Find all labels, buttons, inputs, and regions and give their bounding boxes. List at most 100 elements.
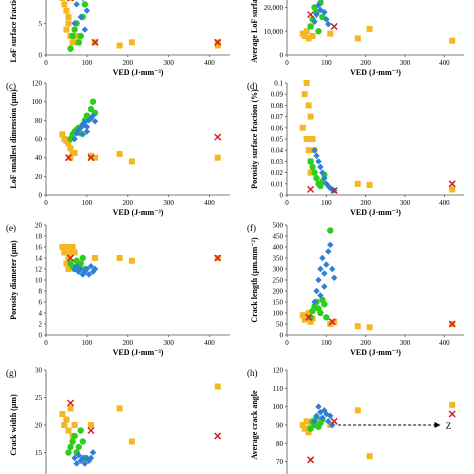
- panel-g-ytick-label: 30: [35, 367, 43, 375]
- panel-b-xtick-label: 100: [321, 59, 332, 67]
- panel-c-point-green: [83, 112, 91, 119]
- panel-d-point-orange: [449, 186, 456, 193]
- panel-b-point-orange: [305, 35, 312, 42]
- panel-e-xtick-label: 300: [163, 339, 174, 347]
- panel-f-point-orange: [366, 324, 373, 331]
- panel-d-ytick-label: 0.03: [271, 158, 284, 166]
- panel-b-point-blue: [325, 20, 332, 28]
- panel-b-xtick-label: 300: [400, 59, 411, 67]
- panel-b-point-green: [315, 28, 322, 35]
- panel-f-point-blue: [315, 276, 322, 284]
- panel-a-point-blue: [71, 20, 78, 27]
- panel-d-xtick-label: 300: [400, 199, 411, 207]
- panel-e-ytick-label: 10: [35, 277, 43, 285]
- panel-f-point-blue: [323, 261, 330, 268]
- panel-g-label: (g): [6, 368, 17, 378]
- panel-f-ytick-label: 500: [273, 222, 284, 230]
- panel-d-point-orange: [307, 169, 314, 176]
- panel-g-ytick-label: 15: [35, 449, 43, 457]
- panel-c-ytick-label: 80: [35, 117, 43, 125]
- panel-f-point-orange: [299, 312, 306, 319]
- panel-d-point-blue: [311, 147, 318, 154]
- panel-d-ytick-label: 0.01: [271, 180, 284, 188]
- panel-a-point-orange: [63, 7, 70, 14]
- panel-c-point-blue: [79, 131, 86, 138]
- panel-c-point-green: [89, 98, 97, 105]
- panel-g-point-green: [65, 449, 72, 456]
- panel-g-point-green: [79, 438, 87, 445]
- panel-e-point-orange: [65, 255, 72, 261]
- panel-e-xtick-label: 0: [44, 339, 48, 347]
- panel-f-point-blue: [313, 287, 320, 295]
- panel-c-point-red: [87, 154, 95, 162]
- panel-d-point-orange: [309, 136, 316, 142]
- panel-f-ylabel: Crack length (µm.mm⁻²): [250, 237, 259, 323]
- panel-e-ytick-label: 18: [35, 233, 43, 241]
- panel-h-point-orange: [299, 422, 306, 428]
- panel-c-xtick-label: 300: [163, 199, 174, 207]
- panel-e-point-orange: [71, 249, 78, 256]
- panel-f-point-red: [305, 313, 313, 321]
- panel-h-point-blue: [315, 403, 322, 410]
- panel-c-ylabel: LoF smallest dimension (µm): [9, 89, 18, 189]
- panel-d-point-blue: [317, 163, 324, 171]
- panel-c-point-orange: [116, 150, 123, 157]
- panel-b-point-red: [330, 22, 338, 31]
- panel-c-point-blue: [89, 112, 97, 119]
- panel-f-ytick-label: 400: [273, 244, 284, 252]
- panel-b-point-blue: [313, 11, 320, 18]
- panel-d-point-orange: [299, 124, 306, 131]
- panel-f-point-green: [321, 301, 328, 308]
- panel-e-ytick-label: 12: [35, 266, 43, 274]
- panel-b-ytick-label: 0: [280, 52, 284, 60]
- panel-g-point-green: [75, 443, 82, 451]
- panel-c-point-blue: [75, 126, 82, 133]
- panel-e-ytick-label: 6: [39, 299, 43, 307]
- panel-c-xlabel: VED (J·mm⁻³): [113, 208, 164, 217]
- panel-c-point-blue: [83, 128, 91, 135]
- panel-g-ytick-label: 25: [35, 394, 43, 402]
- panel-b-point-red: [307, 11, 315, 19]
- panel-g-point-orange: [128, 438, 135, 445]
- panel-b-xlabel: VED (J·mm⁻³): [350, 68, 401, 77]
- panel-f-point-orange: [303, 314, 310, 321]
- panel-f-ytick-label: 350: [273, 255, 284, 263]
- panel-h-annotation: Z: [446, 421, 452, 431]
- panel-f-point-green: [307, 314, 314, 321]
- panel-h-ytick-label: 110: [273, 385, 284, 393]
- panel-b-point-orange: [301, 33, 308, 39]
- panel-e-ytick-label: 0: [39, 332, 43, 340]
- panel-h-point-orange: [303, 418, 310, 425]
- panel-d-xtick-label: 0: [285, 199, 289, 207]
- panel-e-point-blue: [73, 263, 80, 270]
- panel-f-point-orange: [331, 318, 338, 325]
- panel-e-point-blue: [87, 263, 95, 270]
- panel-d-xtick-label: 400: [439, 199, 450, 207]
- panel-g-point-green: [71, 432, 78, 440]
- panel-f-point-blue: [327, 241, 334, 248]
- panel-a-point-orange: [71, 39, 78, 46]
- panel-f-ytick-label: 450: [273, 233, 284, 241]
- panel-d-point-green: [313, 175, 320, 182]
- panel-c-ytick-label: 120: [32, 80, 43, 88]
- panel-g-point-blue: [75, 452, 82, 459]
- panel-g-point-orange: [59, 411, 66, 417]
- panel-b-point-orange: [354, 35, 361, 42]
- panel-a-xtick-label: 0: [44, 59, 48, 67]
- panel-f-ytick-label: 250: [273, 277, 284, 285]
- panel-g-point-orange: [61, 422, 68, 428]
- panel-d-ytick-label: 0.1: [274, 80, 283, 88]
- panel-c-point-orange: [92, 154, 99, 161]
- panel-d-ytick-label: 0.09: [271, 91, 284, 99]
- panel-f-point-green: [317, 309, 324, 317]
- panel-b-point-blue: [311, 18, 318, 25]
- panel-f-xtick-label: 0: [285, 339, 289, 347]
- panel-h-ytick-label: 100: [273, 403, 284, 411]
- panel-c-label: (c): [6, 81, 16, 91]
- panel-f-point-blue: [325, 248, 332, 255]
- panel-a-point-orange: [65, 14, 72, 20]
- panel-b-point-orange: [303, 28, 310, 35]
- panel-c-point-blue: [71, 135, 78, 143]
- panel-c-point-orange: [65, 140, 72, 147]
- panel-h-point-blue: [313, 412, 320, 420]
